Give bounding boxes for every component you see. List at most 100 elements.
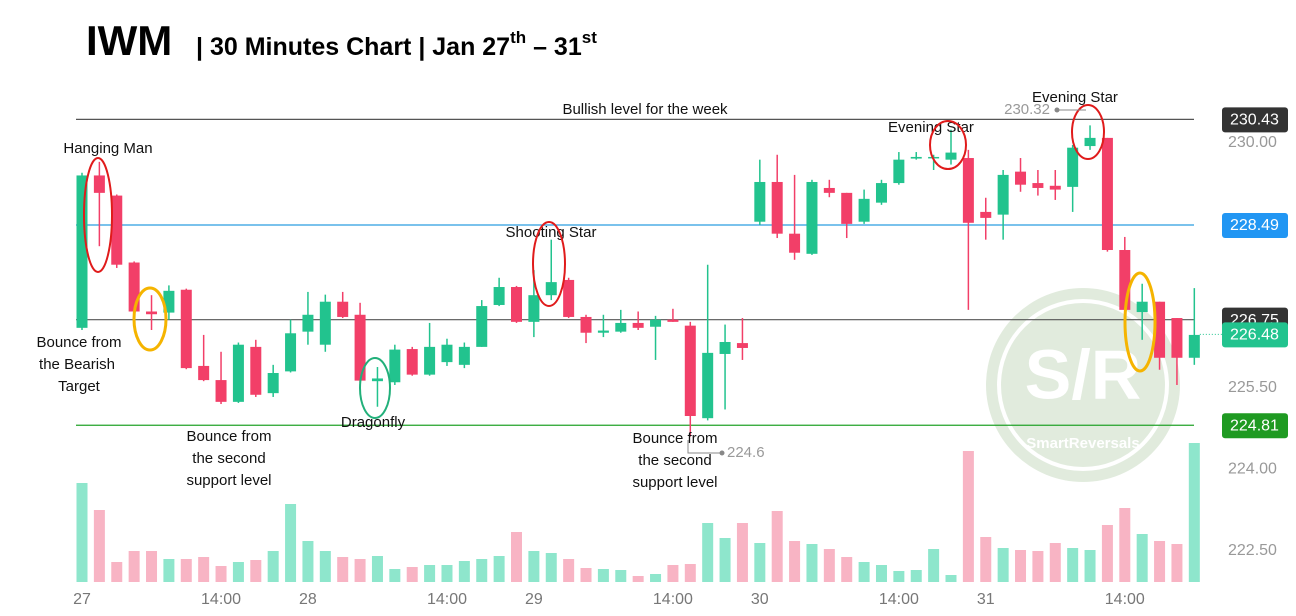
volume-bar [302,541,314,582]
volume-bar [736,523,748,582]
watermark-circle [986,288,1180,482]
volume-bar [1067,548,1079,582]
candle-body [458,346,470,365]
volume-bar [128,551,140,582]
volume-bar [841,557,853,582]
subtitle-part: | 30 Minutes Chart | Jan 27 [196,33,510,61]
annotation: Dragonfly [341,414,406,431]
watermark-text: S/R [1025,335,1142,413]
highlight-ellipse [132,286,168,352]
candle-body [858,198,870,222]
candle-body [371,378,383,382]
volume-bar [476,559,488,582]
candle-body [1032,183,1044,188]
volume-bar [1084,550,1096,582]
candle-body [232,344,244,402]
volume-bar [1049,543,1061,582]
volume-bar [893,571,905,582]
candle-body [962,158,974,223]
candle-body [980,211,992,218]
candle-body [650,319,662,327]
candle-body [615,322,627,332]
price-badge [1222,212,1288,238]
volume-bar [615,570,627,582]
candle-body [476,306,488,347]
annotation: Evening Star [1032,89,1118,106]
volume-bar [198,557,210,582]
volume-bar [806,544,818,582]
annotation: Evening Star [888,119,974,136]
candle-body [893,159,905,184]
highlight-ellipse [532,221,566,307]
volume-bar [1015,550,1027,582]
volume-bar [945,575,957,582]
y-tick-label: 224.00 [1228,461,1277,478]
subtitle-part: th [510,28,526,47]
volume-bar [789,541,801,582]
volume-bar [1101,525,1113,582]
candle-body [1049,185,1061,190]
plot: 27 14:00 28 14:00 29 14:00 30 14:00 31 14:00 [73,118,1222,608]
x-tick-label: 14:00 [879,591,919,608]
candle-body [841,192,853,224]
candle-body [406,349,418,375]
chart-subtitle: | 30 Minutes Chart | Jan 27th – 31st [196,28,597,60]
candle-body [93,175,105,193]
candle-body [285,333,297,372]
volume-bar [285,504,297,582]
candle-body [198,365,210,381]
candle-body [823,187,835,193]
annotation: Target [58,378,101,395]
volume-bar [632,576,644,582]
volume-bar [1188,443,1200,582]
volume-bar [980,537,992,582]
annotation: support level [186,472,271,489]
volume-bar [389,569,401,582]
volume-bar [667,565,679,582]
candle-body [1015,171,1027,185]
candle-body [1136,301,1148,313]
candle-body [146,311,158,315]
volume-bar [76,483,88,582]
volume-bar [267,551,279,582]
candle-body [702,352,714,419]
candle-body [719,341,731,354]
price-badge-label: 228.49 [1230,217,1279,234]
candle-body [632,322,644,328]
volume-bar [962,451,974,582]
x-tick-label: 14:00 [1105,591,1145,608]
highlight-ellipse [1123,271,1157,373]
annotation: the Bearish [39,356,115,373]
candle-body [580,316,592,333]
candle-body [563,279,575,317]
annotations: Bullish level for the week Hanging Man B… [36,89,1117,491]
price-badge-label: 226.48 [1230,327,1279,344]
volume-bar [858,562,870,582]
candle-body [1084,137,1096,147]
candle-body [511,287,522,322]
x-tick-label: 27 [73,591,91,608]
price-axis: 222.50 224.00 225.50 230.00 230.43 228.49 226.… [1222,107,1288,559]
volume-bar [493,556,505,582]
volume-bar [1032,551,1044,582]
volume-bar [754,543,766,582]
volume-bar [424,565,436,582]
candle-body [1188,334,1200,358]
volume-bar [528,551,540,582]
candle-body [337,301,349,317]
candle-body [771,181,783,234]
y-tick-label: 230.00 [1228,134,1277,151]
candle-body [163,290,175,313]
candle-body [545,282,557,296]
volume-bar [597,569,609,582]
candle-body [1119,250,1131,310]
volume-bar [997,548,1009,582]
candle-body [1171,318,1183,358]
candle-body [302,314,314,332]
volume-bar [928,549,940,582]
volume-bar [1154,541,1166,582]
annotation: Bounce from [36,334,121,351]
annotation: Bounce from [632,430,717,447]
volume-bar [458,561,470,582]
volume-bar [232,562,244,582]
